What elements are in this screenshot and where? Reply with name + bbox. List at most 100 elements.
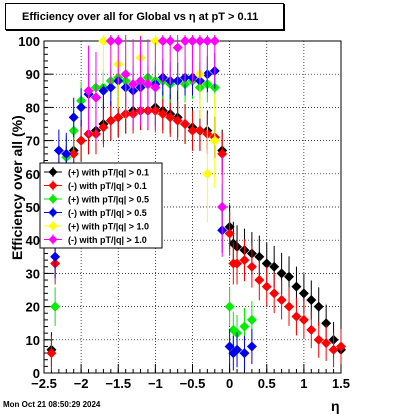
data-point bbox=[306, 324, 317, 335]
data-point bbox=[76, 135, 87, 146]
data-point bbox=[202, 36, 213, 46]
data-point bbox=[239, 321, 250, 332]
data-point bbox=[113, 36, 124, 46]
data-point bbox=[261, 281, 272, 292]
data-point bbox=[68, 112, 79, 123]
data-point bbox=[232, 344, 243, 355]
legend-marker bbox=[48, 194, 58, 204]
data-point bbox=[291, 311, 302, 322]
data-point bbox=[336, 341, 346, 352]
chart-title: Efficiency over all for Global vs η at p… bbox=[5, 3, 284, 30]
data-point bbox=[157, 36, 168, 46]
data-point bbox=[313, 301, 324, 312]
x-tick-label: 0.5 bbox=[258, 376, 276, 391]
data-point bbox=[217, 148, 228, 159]
data-point bbox=[172, 42, 183, 53]
data-point bbox=[224, 228, 235, 239]
data-point bbox=[246, 261, 257, 272]
data-point bbox=[61, 148, 72, 159]
data-point bbox=[313, 334, 324, 345]
y-axis-title: Efficiency over all (%) bbox=[9, 115, 25, 260]
y-tick-label: 80 bbox=[26, 100, 40, 115]
x-tick-label: 0 bbox=[226, 376, 233, 391]
data-point bbox=[46, 348, 57, 359]
data-point bbox=[224, 301, 235, 312]
data-point bbox=[50, 301, 61, 312]
data-point bbox=[246, 341, 257, 352]
data-point bbox=[172, 115, 183, 126]
legend-marker bbox=[48, 221, 58, 231]
y-tick-label: 90 bbox=[26, 67, 40, 82]
data-point bbox=[284, 301, 295, 312]
data-point bbox=[224, 341, 235, 352]
legend-label: (+) with pT/|q| > 1.0 bbox=[68, 222, 149, 232]
data-point bbox=[306, 294, 317, 305]
legend-label: (-) with pT/|q| > 0.5 bbox=[68, 208, 147, 218]
data-point bbox=[209, 36, 220, 46]
data-point bbox=[150, 82, 161, 93]
data-point bbox=[105, 115, 116, 126]
legend-marker bbox=[48, 181, 58, 190]
data-point bbox=[165, 112, 176, 123]
x-tick-label: −2 bbox=[74, 376, 89, 391]
data-point bbox=[142, 79, 153, 90]
y-tick-label: 50 bbox=[26, 200, 40, 215]
data-point bbox=[135, 75, 146, 86]
legend-label: (+) with pT/|q| > 0.5 bbox=[68, 195, 149, 205]
legend-label: (-) with pT/|q| > 1.0 bbox=[68, 235, 147, 245]
series-5 bbox=[83, 35, 228, 257]
data-point bbox=[83, 85, 94, 96]
data-point bbox=[298, 314, 309, 325]
x-tick-label: −2.5 bbox=[31, 376, 57, 391]
legend-box bbox=[39, 162, 163, 249]
y-tick-label: 20 bbox=[26, 300, 40, 315]
data-point bbox=[202, 168, 213, 179]
data-point bbox=[261, 258, 272, 269]
data-point bbox=[298, 288, 309, 299]
data-point bbox=[105, 82, 116, 93]
data-point bbox=[150, 36, 161, 46]
x-axis-title: η bbox=[331, 398, 340, 414]
data-point bbox=[254, 275, 265, 286]
data-point bbox=[53, 145, 64, 156]
data-point bbox=[217, 202, 228, 212]
data-point bbox=[113, 112, 124, 123]
x-tick-label: 1.5 bbox=[332, 376, 350, 391]
legend-label: (+) with pT/|q| > 0.1 bbox=[68, 168, 149, 178]
data-point bbox=[105, 36, 116, 46]
data-point bbox=[90, 92, 101, 103]
data-point bbox=[209, 135, 220, 146]
y-tick-label: 40 bbox=[26, 233, 40, 248]
data-point bbox=[276, 268, 287, 279]
legend-marker bbox=[48, 167, 58, 177]
data-point bbox=[50, 251, 61, 262]
axis-labels: Efficiency over all (%) η bbox=[9, 115, 340, 414]
legend-label: (-) with pT/|q| > 0.1 bbox=[68, 181, 147, 191]
data-point bbox=[98, 122, 109, 133]
data-point bbox=[291, 281, 302, 292]
legend-marker bbox=[48, 208, 58, 217]
axis-ticks: −2.5 −2 −1.5 −1 −0.5 0 0.5 1 1.5 0 10 20 30 40 50 60 70 8… bbox=[18, 34, 350, 391]
legend: (+) with pT/|q| > 0.1 (-) with pT/|q| > 0… bbox=[39, 162, 163, 249]
legend-marker bbox=[48, 235, 58, 244]
y-tick-label: 0 bbox=[33, 366, 40, 381]
timestamp: Mon Oct 21 08:50:29 2024 bbox=[3, 400, 101, 409]
data-point bbox=[328, 344, 339, 355]
data-point bbox=[194, 36, 205, 46]
data-point bbox=[68, 148, 79, 159]
data-point bbox=[321, 338, 332, 349]
data-point bbox=[269, 288, 280, 299]
data-point bbox=[246, 314, 257, 325]
data-point bbox=[180, 119, 191, 129]
data-point bbox=[239, 348, 250, 359]
y-tick-label: 60 bbox=[26, 167, 40, 182]
x-tick-label: 1 bbox=[300, 376, 307, 391]
x-tick-label: −1 bbox=[148, 376, 163, 391]
data-point bbox=[180, 36, 191, 46]
data-point bbox=[157, 109, 168, 120]
data-point bbox=[321, 318, 332, 329]
y-tick-label: 70 bbox=[26, 134, 40, 149]
data-point bbox=[98, 36, 109, 46]
x-tick-label: −0.5 bbox=[180, 376, 206, 391]
